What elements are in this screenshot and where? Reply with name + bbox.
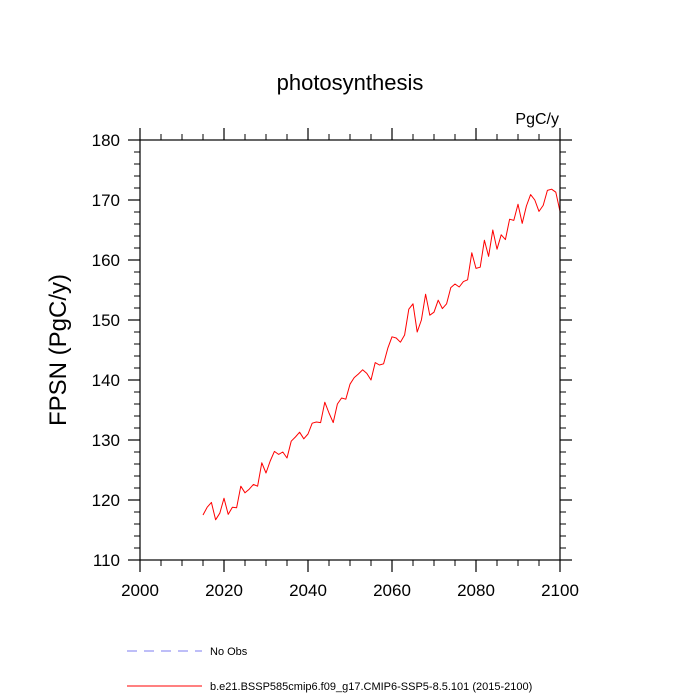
x-tick-label: 2080 [457, 581, 495, 600]
y-tick-label: 160 [92, 251, 120, 270]
y-axis-label: FPSN (PgC/y) [45, 274, 72, 426]
legend-label: b.e21.BSSP585cmip6.f09_g17.CMIP6-SSP5-8.… [210, 681, 532, 693]
series-line [202, 188, 561, 521]
y-tick-label: 130 [92, 431, 120, 450]
y-tick-label: 170 [92, 191, 120, 210]
chart-title: photosynthesis [277, 70, 424, 95]
x-tick-label: 2040 [289, 581, 327, 600]
y-tick-label: 180 [92, 131, 120, 150]
y-tick-label: 150 [92, 311, 120, 330]
axis-ticks: 2000 2020 2040 2060 2080 2100 110 120 130 140 150 1… [92, 128, 579, 600]
legend: No Obs b.e21.BSSP585cmip6.f09_g17.CMIP6-S… [127, 646, 532, 693]
units-label: PgC/y [515, 111, 559, 128]
x-tick-label: 2060 [373, 581, 411, 600]
data-series-group [202, 188, 561, 521]
y-tick-label: 120 [92, 491, 120, 510]
y-tick-label: 110 [93, 551, 120, 570]
x-tick-label: 2000 [121, 581, 159, 600]
y-tick-label: 140 [92, 371, 120, 390]
legend-label: No Obs [210, 646, 248, 658]
x-tick-label: 2020 [205, 581, 243, 600]
x-tick-label: 2100 [541, 581, 579, 600]
plot-frame [139, 139, 561, 561]
